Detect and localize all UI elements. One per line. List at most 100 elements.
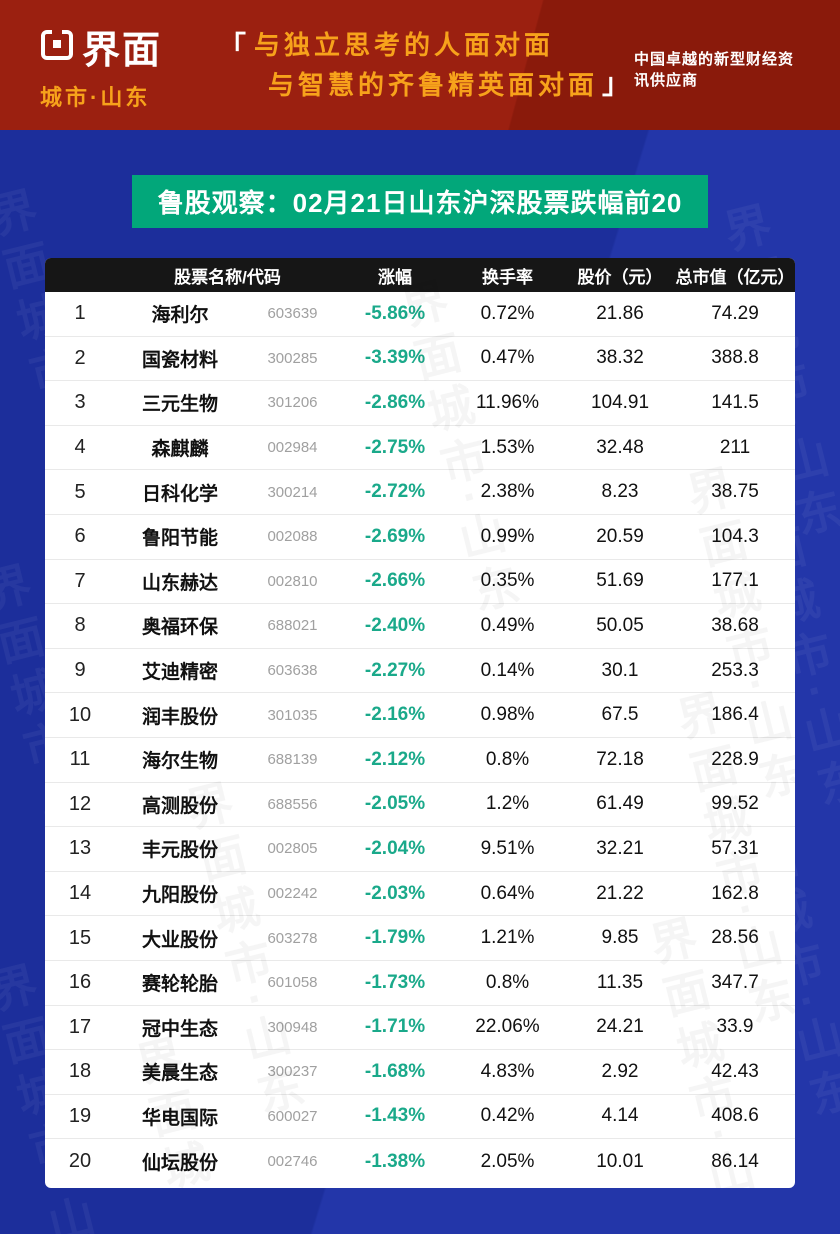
turnover-cell: 9.51%: [480, 837, 535, 859]
stock-name-cell: 高测股份: [141, 795, 218, 817]
stock-code-cell: 300237: [267, 1063, 318, 1081]
change-cell: -2.72%: [364, 481, 426, 503]
table-row: 17 冠中生态 300948 -1.71% 22.06% 24.21 33.9: [45, 1006, 795, 1051]
stock-name-cell: 赛轮轮胎: [141, 974, 218, 996]
change-cell: -3.39%: [364, 347, 426, 369]
change-cell: -1.73%: [364, 971, 426, 993]
table-row: 18 美晨生态 300237 -1.68% 4.83% 2.92 42.43: [45, 1050, 795, 1095]
stock-code-cell: 300948: [267, 1018, 318, 1036]
slogan: 「 与独立思考的人面对面 与智慧的齐鲁精英面对面 」: [218, 25, 634, 106]
table-row: 12 高测股份 688556 -2.05% 1.2% 61.49 99.52: [45, 783, 795, 828]
marketcap-cell: 74.29: [711, 302, 759, 324]
price-cell: 30.1: [601, 659, 639, 681]
banner-title: 鲁股观察：02月21日山东沪深股票跌幅前20: [131, 175, 709, 228]
stock-name-cell: 仙坛股份: [141, 1153, 218, 1175]
stock-code-cell: 688021: [267, 617, 318, 635]
turnover-cell: 0.8%: [485, 971, 530, 993]
stock-name-cell: 山东赫达: [141, 572, 218, 594]
stock-code-cell: 688556: [267, 795, 318, 813]
stock-name-cell: 奥福环保: [141, 617, 218, 639]
change-cell: -1.38%: [364, 1150, 426, 1172]
change-cell: -2.05%: [364, 793, 426, 815]
stock-name-cell: 国瓷材料: [141, 349, 218, 371]
turnover-cell: 0.47%: [480, 347, 535, 369]
marketcap-cell: 38.68: [711, 614, 759, 636]
rank-cell: 4: [74, 436, 86, 459]
change-cell: -5.86%: [364, 302, 426, 324]
table-row: 9 艾迪精密 603638 -2.27% 0.14% 30.1 253.3: [45, 649, 795, 694]
company-tagline: 中国卓越的新型财经资讯供应商: [634, 51, 795, 89]
stock-name-cell: 鲁阳节能: [141, 528, 218, 550]
brand-subtitle: 城市·山东: [40, 84, 151, 110]
price-cell: 2.92: [601, 1060, 639, 1082]
price-cell: 20.59: [596, 525, 644, 547]
table-row: 11 海尔生物 688139 -2.12% 0.8% 72.18 228.9: [45, 738, 795, 783]
stock-name-cell: 丰元股份: [141, 840, 218, 862]
table-row: 14 九阳股份 002242 -2.03% 0.64% 21.22 162.8: [45, 872, 795, 917]
rank-cell: 9: [74, 659, 86, 682]
rank-cell: 15: [68, 926, 92, 949]
stock-code-cell: 603638: [267, 662, 318, 680]
price-cell: 32.48: [596, 436, 644, 458]
slogan-line-1: 与独立思考的人面对面: [254, 29, 555, 60]
header-name-code: 股票名称/代码: [174, 267, 281, 287]
header-price: 股价（元）: [577, 267, 663, 287]
turnover-cell: 0.35%: [480, 570, 535, 592]
marketcap-cell: 253.3: [711, 659, 759, 681]
turnover-cell: 0.42%: [480, 1105, 535, 1127]
change-cell: -2.27%: [364, 659, 426, 681]
header-change: 涨幅: [378, 267, 412, 287]
change-cell: -2.04%: [364, 837, 426, 859]
stock-code-cell: 301206: [267, 394, 318, 412]
stock-name-cell: 润丰股份: [141, 706, 218, 728]
marketcap-cell: 57.31: [711, 837, 759, 859]
marketcap-cell: 177.1: [711, 570, 759, 592]
stock-name-cell: 冠中生态: [141, 1018, 218, 1040]
turnover-cell: 1.2%: [485, 793, 530, 815]
stock-code-cell: 002088: [267, 528, 318, 546]
turnover-cell: 2.38%: [480, 481, 535, 503]
header-turnover: 换手率: [482, 267, 533, 287]
turnover-cell: 22.06%: [475, 1016, 540, 1038]
rank-cell: 8: [74, 614, 86, 637]
price-cell: 104.91: [590, 391, 650, 413]
marketcap-cell: 211: [719, 436, 751, 458]
stock-code-cell: 688139: [267, 751, 318, 769]
price-cell: 8.23: [601, 481, 639, 503]
stock-code-cell: 002810: [267, 572, 318, 590]
stock-code-cell: 603639: [267, 305, 318, 323]
rank-cell: 18: [68, 1060, 92, 1083]
table-row: 19 华电国际 600027 -1.43% 0.42% 4.14 408.6: [45, 1095, 795, 1140]
rank-cell: 11: [69, 748, 91, 771]
table-row: 10 润丰股份 301035 -2.16% 0.98% 67.5 186.4: [45, 693, 795, 738]
header-marketcap: 总市值（亿元）: [675, 267, 795, 287]
table-row: 13 丰元股份 002805 -2.04% 9.51% 32.21 57.31: [45, 827, 795, 872]
change-cell: -2.03%: [364, 882, 426, 904]
price-cell: 61.49: [596, 793, 644, 815]
marketcap-cell: 388.8: [711, 347, 759, 369]
stock-name-cell: 美晨生态: [141, 1063, 218, 1085]
rank-cell: 14: [68, 882, 92, 905]
marketcap-cell: 186.4: [711, 704, 759, 726]
rank-cell: 10: [68, 703, 92, 726]
rank-cell: 2: [74, 346, 86, 369]
slogan-line-2: 与智慧的齐鲁精英面对面: [268, 70, 599, 100]
stock-code-cell: 603278: [267, 929, 318, 947]
change-cell: -2.40%: [364, 614, 426, 636]
turnover-cell: 1.21%: [480, 927, 535, 949]
stock-name-cell: 九阳股份: [141, 885, 218, 907]
rank-cell: 12: [68, 792, 92, 815]
rank-cell: 16: [68, 971, 92, 994]
jiemian-logo-icon: [40, 27, 74, 66]
change-cell: -1.68%: [364, 1060, 426, 1082]
turnover-cell: 11.96%: [475, 391, 540, 413]
bracket-close: 」: [602, 67, 635, 99]
stock-code-cell: 301035: [267, 706, 318, 724]
turnover-cell: 0.98%: [480, 704, 535, 726]
stock-code-cell: 601058: [267, 974, 318, 992]
stock-name-cell: 大业股份: [141, 929, 218, 951]
price-cell: 67.5: [601, 704, 639, 726]
turnover-cell: 4.83%: [480, 1060, 535, 1082]
change-cell: -2.66%: [364, 570, 426, 592]
